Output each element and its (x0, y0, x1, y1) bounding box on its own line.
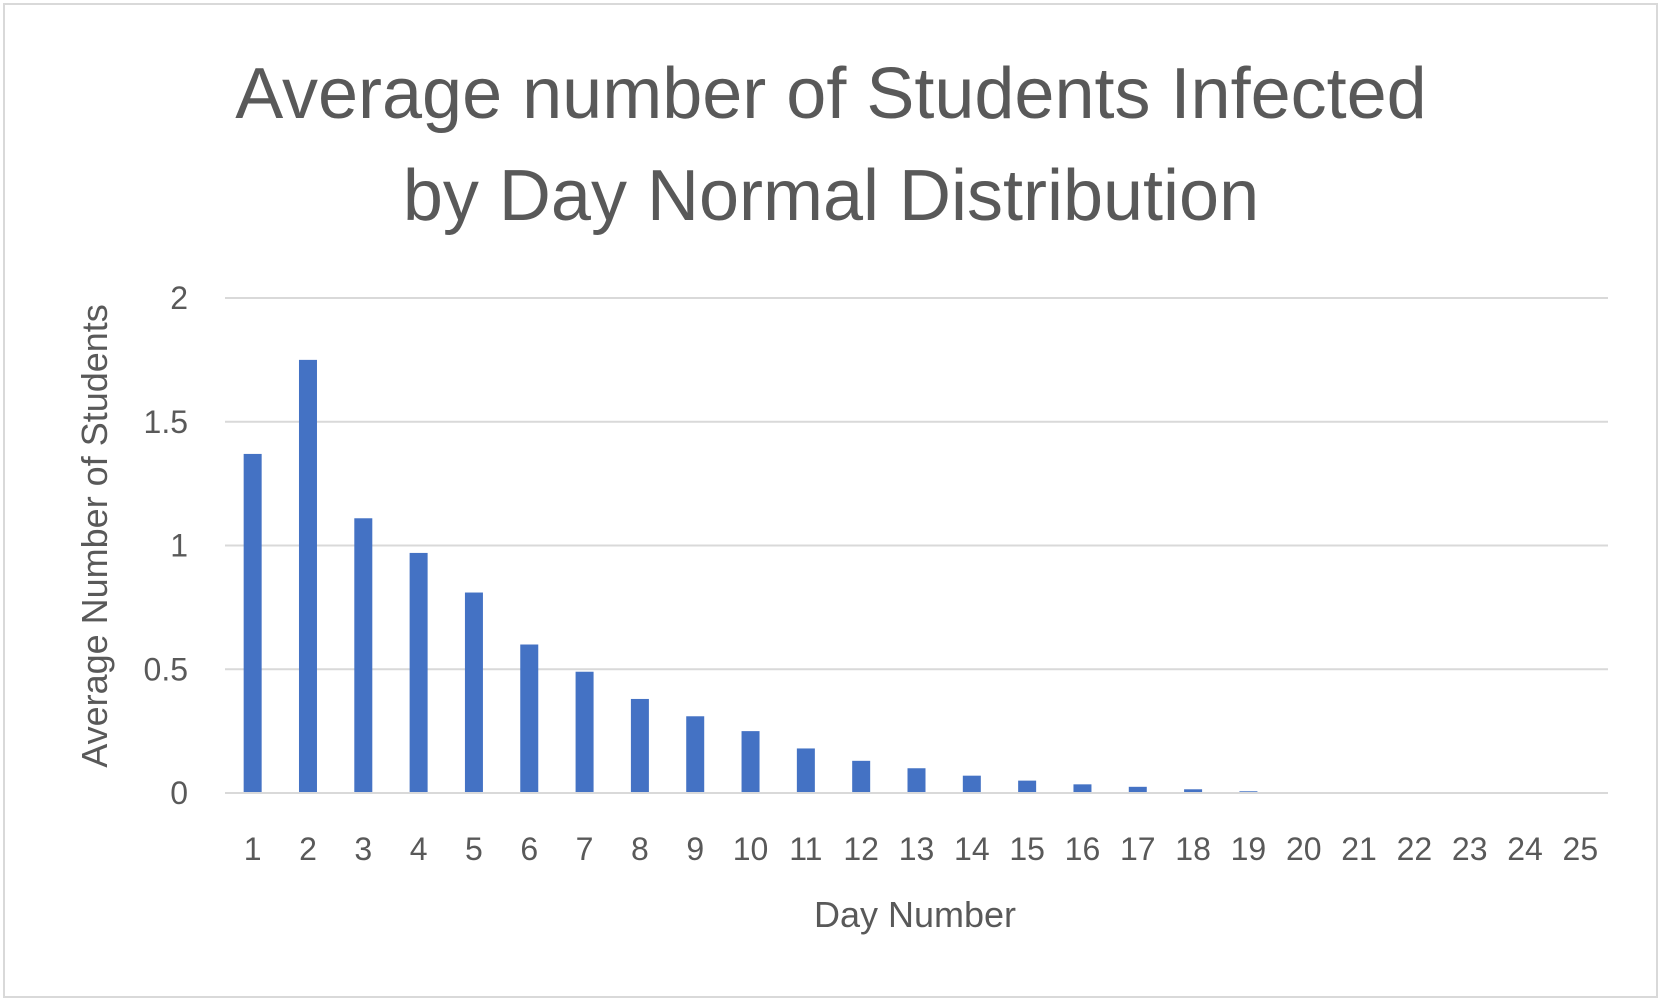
chart-title-line-2: by Day Normal Distribution (403, 156, 1259, 236)
bar-day-13 (907, 768, 926, 793)
x-tick-label: 13 (899, 831, 935, 867)
bar-day-4 (409, 552, 428, 793)
chart-title-line-1: Average number of Students Infected (235, 54, 1426, 134)
bar-day-6 (520, 644, 539, 793)
x-tick-label: 22 (1397, 831, 1433, 867)
x-tick-label: 5 (465, 831, 483, 867)
y-tick-label: 1 (170, 528, 188, 564)
chart-frame (3, 3, 1658, 998)
y-tick-label: 2 (170, 280, 188, 316)
x-tick-label: 8 (631, 831, 649, 867)
x-tick-label: 9 (686, 831, 704, 867)
bar-day-1 (243, 453, 262, 793)
y-axis-tick-labels: 0 0.5 1 1.5 2 (144, 280, 188, 811)
x-tick-label: 21 (1341, 831, 1377, 867)
y-axis-title: Average Number of Students (74, 304, 115, 768)
y-tick-label: 1.5 (144, 404, 188, 440)
bar-day-2 (298, 359, 317, 793)
x-tick-label: 20 (1286, 831, 1322, 867)
bar-day-10 (741, 731, 760, 793)
x-tick-label: 17 (1120, 831, 1156, 867)
x-axis-tick-labels: 1 2 3 4 5 6 7 8 9 10 11 12 13 14 15 16 17 18 19 20 21 22 23 24 2… (244, 831, 1598, 867)
bar-day-16 (1073, 784, 1092, 793)
x-tick-label: 11 (789, 831, 822, 867)
x-tick-label: 19 (1231, 831, 1267, 867)
bars (243, 359, 1258, 793)
bar-day-14 (962, 775, 981, 793)
x-tick-label: 25 (1563, 831, 1599, 867)
x-axis-title: Day Number (814, 894, 1016, 935)
gridlines (225, 297, 1608, 671)
bar-day-3 (354, 518, 373, 793)
x-tick-label: 3 (354, 831, 372, 867)
x-tick-label: 15 (1009, 831, 1045, 867)
x-tick-label: 6 (520, 831, 538, 867)
bar-day-8 (630, 698, 649, 793)
y-tick-label: 0.5 (144, 651, 188, 687)
bar-day-11 (796, 748, 815, 793)
bar-day-18 (1184, 789, 1203, 793)
x-tick-label: 7 (576, 831, 594, 867)
bar-day-5 (464, 592, 483, 793)
bar-day-12 (852, 760, 871, 793)
x-tick-label: 24 (1507, 831, 1543, 867)
x-tick-label: 16 (1065, 831, 1101, 867)
bar-day-7 (575, 671, 594, 793)
x-tick-label: 2 (299, 831, 317, 867)
x-tick-label: 12 (843, 831, 879, 867)
x-tick-label: 10 (733, 831, 769, 867)
x-tick-label: 18 (1175, 831, 1211, 867)
y-tick-label: 0 (170, 775, 188, 811)
bar-day-9 (686, 716, 705, 793)
x-tick-label: 1 (244, 831, 262, 867)
x-tick-label: 23 (1452, 831, 1488, 867)
bar-day-15 (1018, 780, 1037, 793)
bar-day-17 (1128, 786, 1147, 793)
chart-title: Average number of Students Infected by D… (235, 54, 1426, 236)
x-tick-label: 14 (954, 831, 990, 867)
x-tick-label: 4 (410, 831, 428, 867)
